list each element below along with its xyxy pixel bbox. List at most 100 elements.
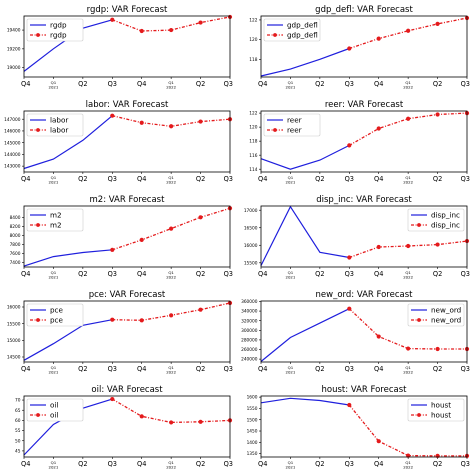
x-tick-sublabel: Q1 — [168, 365, 174, 370]
forecast-point — [435, 242, 440, 247]
forecast-point — [376, 126, 381, 131]
x-tick-sublabel: 2022 — [166, 370, 176, 375]
x-tick-label: Q4 — [374, 175, 383, 183]
subplot-title: pce: VAR Forecast — [89, 290, 166, 300]
x-tick-sublabel: Q1 — [168, 175, 174, 180]
legend-forecast-marker — [417, 413, 421, 417]
x-tick-sublabel: 2022 — [403, 370, 413, 375]
x-tick-sublabel: 2022 — [403, 85, 413, 90]
x-tick-sublabel: Q1 — [288, 270, 294, 275]
x-tick-label: Q2 — [78, 460, 87, 468]
history-line — [260, 397, 350, 406]
y-tick-label: 19200 — [7, 46, 21, 52]
subplot-title: rgdp: VAR Forecast — [87, 5, 168, 15]
plot-frame — [260, 395, 468, 458]
history-line — [260, 205, 350, 266]
x-tick-label: Q4 — [137, 80, 146, 88]
x-tick-label: Q3 — [108, 175, 117, 183]
legend-forecast-marker — [36, 128, 40, 132]
plot-frame — [260, 15, 468, 78]
y-tick-label: 15500 — [7, 321, 21, 327]
legend-label: disp_inc — [431, 221, 460, 230]
forecast-point — [347, 46, 352, 51]
x-tick-label: Q4 — [21, 175, 30, 183]
y-tick-label: 17000 — [244, 208, 258, 214]
x-tick-label: Q2 — [315, 365, 324, 373]
x-tick-sublabel: Q1 — [288, 80, 294, 85]
y-tick-label: 143000 — [4, 164, 21, 170]
forecast-point — [110, 247, 115, 252]
x-tick-sublabel: Q1 — [405, 270, 411, 275]
subplot-disp_inc: disp_inc: VAR Forecast 15500 16000 16500 170… — [244, 195, 470, 280]
y-tick-label: 7800 — [10, 242, 21, 248]
x-tick-label: Q3 — [345, 460, 354, 468]
subplot-new_ord: new_ord: VAR Forecast 240000 260000 280000 3… — [241, 290, 470, 375]
y-tick-label: 65 — [15, 408, 21, 414]
x-tick-label: Q4 — [258, 175, 267, 183]
y-tick-label: 1450 — [247, 429, 258, 435]
legend-forecast-marker — [36, 223, 40, 227]
x-tick-sublabel: 2022 — [166, 275, 176, 280]
y-tick-label: 122 — [249, 18, 257, 24]
x-tick-label: Q4 — [21, 460, 30, 468]
x-tick-sublabel: 2021 — [285, 370, 295, 375]
x-tick-label: Q2 — [433, 175, 442, 183]
x-tick-label: Q2 — [196, 460, 205, 468]
y-tick-label: 120 — [249, 37, 257, 43]
x-tick-label: Q2 — [315, 270, 324, 278]
x-tick-label: Q4 — [374, 365, 383, 373]
forecast-line — [111, 398, 231, 424]
x-tick-label: Q4 — [258, 80, 267, 88]
forecast-line — [112, 302, 231, 321]
forecast-point — [110, 317, 115, 322]
y-tick-label: 114 — [249, 167, 257, 173]
history-line — [23, 115, 113, 170]
x-tick-label: Q2 — [315, 175, 324, 183]
y-tick-label: 7600 — [10, 251, 21, 257]
y-tick-label: 50 — [15, 438, 21, 444]
y-tick-label: 1600 — [247, 395, 258, 401]
legend-forecast-marker — [36, 33, 40, 37]
plot-frame — [23, 300, 231, 363]
forecast-point — [139, 120, 144, 125]
x-tick-label: Q2 — [78, 270, 87, 278]
y-tick-label: 16000 — [244, 243, 258, 249]
y-tick-label: 147000 — [4, 117, 21, 123]
x-tick-label: Q2 — [315, 460, 324, 468]
forecast-point — [347, 402, 352, 408]
x-tick-label: Q4 — [21, 80, 30, 88]
forecast-point — [406, 28, 411, 33]
x-tick-sublabel: Q1 — [405, 365, 411, 370]
legend-forecast-marker — [36, 413, 40, 417]
legend-forecast-marker — [273, 33, 277, 37]
x-tick-label: Q4 — [258, 270, 267, 278]
legend-label: labor — [50, 126, 68, 135]
x-tick-sublabel: Q1 — [168, 270, 174, 275]
x-tick-label: Q4 — [137, 175, 146, 183]
legend-forecast-marker — [417, 318, 421, 322]
y-tick-label: 45 — [15, 449, 21, 455]
y-tick-label: 8200 — [10, 224, 21, 230]
x-tick-label: Q2 — [78, 365, 87, 373]
forecast-point — [198, 307, 203, 312]
y-tick-label: 120 — [249, 125, 257, 131]
legend-label: new_ord — [431, 306, 461, 315]
y-tick-label: 320000 — [241, 318, 258, 324]
x-tick-sublabel: Q1 — [168, 460, 174, 465]
x-tick-label: Q2 — [196, 270, 205, 278]
forecast-point — [406, 346, 411, 351]
x-tick-label: Q3 — [345, 270, 354, 278]
forecast-point — [169, 124, 174, 129]
legend-label: m2 — [50, 211, 62, 220]
y-tick-label: 340000 — [241, 309, 258, 315]
x-tick-sublabel: 2021 — [48, 465, 58, 470]
x-tick-label: Q4 — [374, 460, 383, 468]
subplot-title: labor: VAR Forecast — [86, 100, 169, 110]
forecast-point — [376, 36, 381, 41]
x-tick-label: Q3 — [224, 175, 233, 183]
